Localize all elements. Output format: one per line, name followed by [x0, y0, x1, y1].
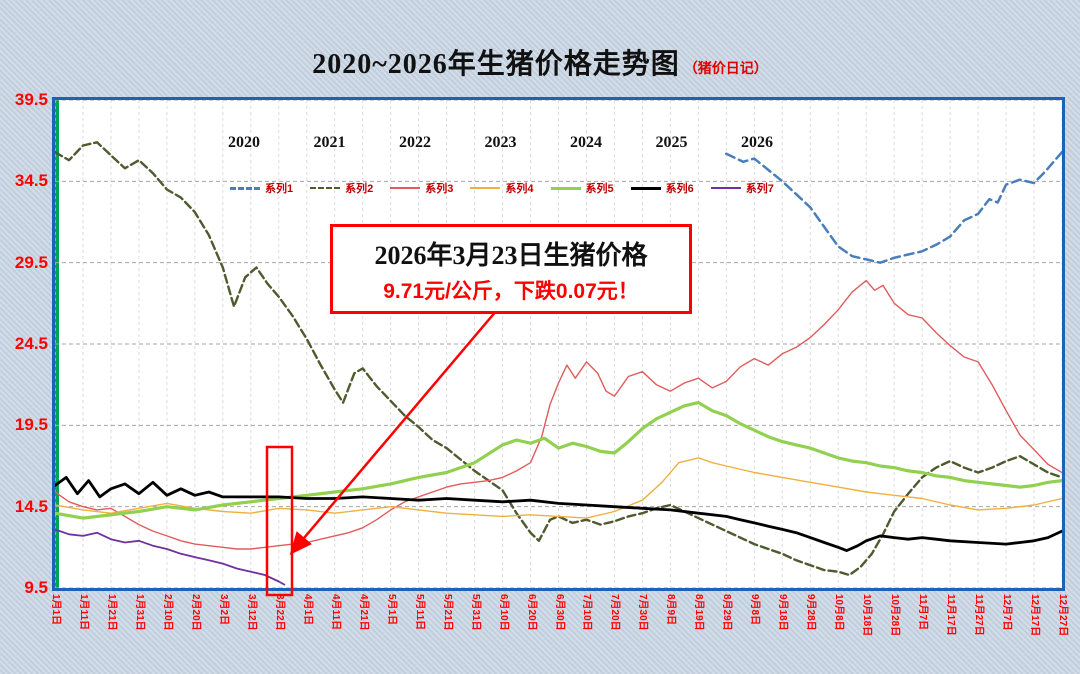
x-tick-label: 7月10日	[581, 594, 593, 631]
x-tick-label: 10月8日	[833, 594, 845, 631]
x-tick-label: 11月17日	[945, 594, 957, 636]
x-tick-label: 4月11日	[329, 594, 341, 631]
year-label-2020: 2020	[228, 134, 260, 151]
x-tick-label: 11月7日	[917, 594, 929, 631]
legend-line-sample	[310, 187, 341, 189]
legend: 系列1 系列2 系列3 系列4 系列5 系列6 系列7	[230, 180, 774, 196]
y-tick-label: 24.5	[14, 334, 48, 353]
x-tick-label: 1月11日	[77, 594, 89, 631]
legend-label: 系列7	[745, 183, 774, 195]
y-tick-label: 29.5	[14, 252, 48, 272]
x-tick-label: 5月1日	[385, 594, 397, 626]
y-tick-label: 9.5	[24, 578, 48, 597]
chart-title: 2020~2026年生猪价格走势图 （猪价日记）	[0, 42, 1080, 82]
x-tick-label: 6月10日	[497, 594, 509, 631]
x-tick-label: 5月21日	[441, 594, 453, 631]
annotation-box: 2026年3月23日生猪价格 9.71元/公斤，下跌0.07元！	[330, 224, 692, 314]
year-label-2023: 2023	[484, 134, 517, 151]
x-tick-label: 3月12日	[245, 594, 257, 631]
x-tick-label: 9月28日	[805, 594, 817, 631]
x-tick-label: 2月10日	[161, 594, 173, 631]
x-tick-label: 1月21日	[105, 594, 117, 631]
x-tick-label: 7月30日	[637, 594, 649, 631]
legend-line-sample	[630, 186, 661, 190]
legend-line-sample	[390, 187, 421, 189]
series-line-7	[55, 528, 286, 586]
y-tick-label: 34.5	[14, 171, 48, 191]
legend-line-sample	[230, 186, 260, 190]
plot-svg	[55, 100, 1062, 588]
legend-line-sample	[710, 187, 741, 189]
y-tick-label: 14.5	[14, 496, 48, 516]
year-label-2026: 2026	[741, 134, 773, 151]
legend-item-1: 系列1	[230, 180, 293, 196]
year-label-2021: 2021	[313, 134, 346, 151]
plot-area	[52, 97, 1065, 591]
legend-item-2: 系列2	[310, 180, 373, 196]
x-tick-label: 8月19日	[693, 594, 705, 631]
x-tick-label: 8月9日	[665, 594, 677, 626]
x-tick-label: 5月11日	[413, 594, 425, 631]
legend-label: 系列4	[505, 183, 534, 195]
x-tick-label: 12月7日	[1001, 594, 1013, 631]
x-tick-label: 9月18日	[777, 594, 789, 631]
legend-item-4: 系列4	[470, 180, 534, 196]
x-tick-label: 9月8日	[749, 594, 761, 626]
x-tick-label: 12月17日	[1029, 594, 1041, 637]
x-tick-label: 4月21日	[357, 594, 369, 631]
legend-item-3: 系列3	[390, 180, 453, 196]
x-tick-label: 2月20日	[189, 594, 201, 631]
series-line-4	[55, 457, 1062, 519]
x-tick-label: 7月20日	[609, 594, 621, 631]
legend-label: 系列5	[585, 183, 614, 195]
legend-label: 系列2	[345, 183, 374, 195]
x-tick-label: 6月20日	[525, 594, 537, 631]
x-tick-label: 11月27日	[973, 594, 985, 636]
chart-title-main: 2020~2026年生猪价格走势图	[312, 49, 680, 80]
year-label-2022: 2022	[399, 134, 431, 151]
year-label-2025: 2025	[655, 134, 688, 151]
legend-label: 系列3	[425, 183, 454, 195]
legend-label: 系列1	[265, 183, 294, 195]
x-tick-label: 6月30日	[553, 594, 565, 631]
x-tick-label: 1月1日	[50, 594, 61, 626]
x-tick-label: 12月27日	[1057, 594, 1068, 637]
chart-title-note: （猪价日记）	[683, 62, 768, 77]
x-tick-label: 4月1日	[301, 594, 313, 626]
x-tick-label: 3月2日	[217, 594, 229, 626]
year-label-2024: 2024	[570, 134, 602, 151]
series-line-6	[55, 475, 1062, 553]
x-tick-label: 8月29日	[721, 594, 733, 631]
legend-item-5: 系列5	[550, 180, 614, 196]
year-labels-row: 2020 2021 2022 2023 2024 2025 2026	[228, 134, 773, 152]
x-tick-label: 10月28日	[889, 594, 901, 637]
legend-label: 系列6	[665, 183, 694, 195]
series-line-2	[55, 141, 1062, 577]
legend-line-sample	[470, 187, 501, 189]
series-line-1	[725, 150, 1062, 264]
x-tick-label: 5月31日	[469, 594, 481, 631]
legend-item-7: 系列7	[710, 180, 774, 196]
x-tick-label: 1月31日	[133, 594, 145, 631]
series-line-3	[55, 279, 1062, 550]
annotation-price: 9.71元/公斤，下跌0.07元！	[383, 280, 639, 303]
annotation-title: 2026年3月23日生猪价格	[374, 241, 648, 270]
legend-line-sample	[550, 186, 581, 190]
x-tick-label: 3月22日	[273, 594, 285, 631]
x-tick-label: 10月18日	[861, 594, 873, 637]
y-tick-label: 39.5	[14, 90, 48, 109]
y-tick-label: 19.5	[14, 415, 48, 435]
legend-item-6: 系列6	[630, 180, 694, 196]
